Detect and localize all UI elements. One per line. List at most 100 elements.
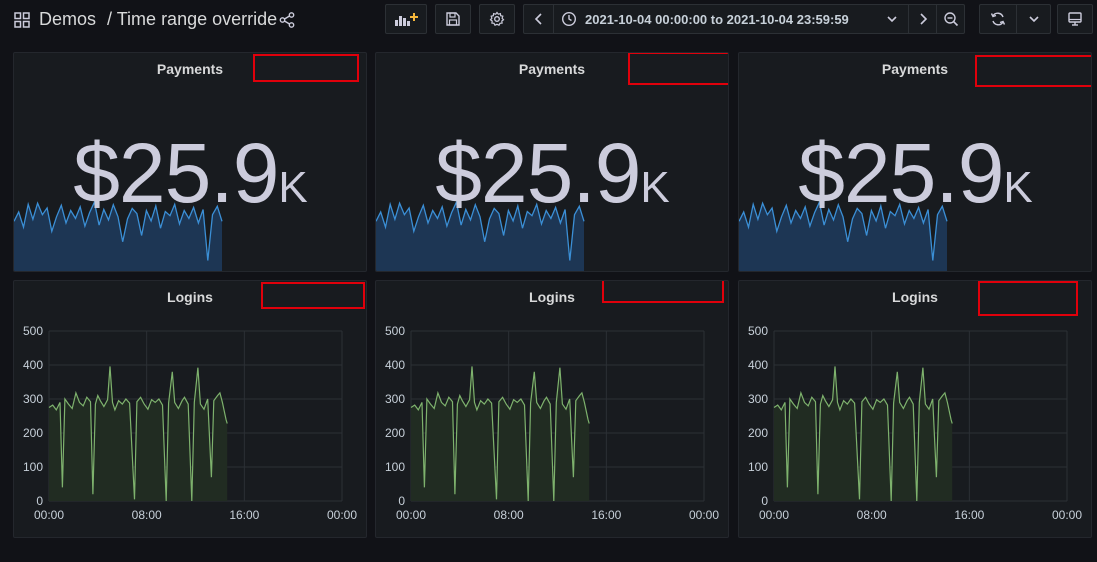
- y-tick-label: 400: [23, 358, 43, 372]
- dashboard-settings-button[interactable]: [479, 4, 515, 34]
- logins-timeseries-panel[interactable]: Logins 0 100 200 300 400 500 00:00 08:00 16:00 00…: [738, 280, 1092, 538]
- time-range-label[interactable]: 2021-10-04 00:00:00 to 2021-10-04 23:59:…: [585, 12, 849, 27]
- time-shift-forward-button[interactable]: [909, 5, 936, 33]
- zoom-out-icon: [943, 12, 958, 27]
- logins-timeseries-panel[interactable]: Logins 0 100 200 300 400 500 00:00 08:00 16:00 00…: [13, 280, 367, 538]
- annotation-box: [253, 54, 359, 82]
- y-tick-label: 100: [23, 460, 43, 474]
- payments-sparkline: [739, 200, 948, 271]
- stat-value: $25.9K: [14, 131, 366, 215]
- payments-stat-panel[interactable]: Payments $25.9K: [13, 52, 367, 272]
- panel-title[interactable]: Payments: [518, 61, 586, 77]
- add-panel-button[interactable]: [385, 4, 427, 34]
- x-tick-label: 00:00: [759, 508, 789, 522]
- panel-title[interactable]: Logins: [892, 289, 938, 305]
- refresh-button[interactable]: [980, 5, 1016, 33]
- sparkline-series-line: [14, 200, 223, 261]
- y-tick-label: 500: [385, 324, 405, 338]
- x-tick-label: 08:00: [132, 508, 162, 522]
- logins-chart: 0 100 200 300 400 500 00:00 08:00 16:00 00:00: [385, 324, 719, 522]
- payments-stat-panel[interactable]: Payments $25.9K: [375, 52, 729, 272]
- y-tick-label: 300: [748, 392, 768, 406]
- chevron-down-icon: [1029, 16, 1039, 23]
- breadcrumb-folder[interactable]: Demos: [39, 9, 97, 29]
- x-tick-label: 16:00: [229, 508, 259, 522]
- sparkline-series-line: [739, 200, 948, 261]
- stat-value-unit: K: [640, 163, 669, 212]
- panel-title[interactable]: Logins: [167, 289, 213, 305]
- payments-stat-panel[interactable]: Payments $25.9K: [738, 52, 1092, 272]
- x-tick-label: 00:00: [1052, 508, 1082, 522]
- panel-title[interactable]: Payments: [881, 61, 949, 77]
- y-tick-label: 300: [385, 392, 405, 406]
- logins-chart: 0 100 200 300 400 500 00:00 08:00 16:00 00:00: [748, 324, 1082, 522]
- annotation-box: [628, 53, 728, 85]
- monitor-icon: [1068, 12, 1082, 26]
- refresh-picker: [979, 4, 1051, 34]
- stat-value-number: $25.9: [798, 126, 1004, 220]
- y-tick-label: 0: [761, 494, 768, 508]
- time-shift-back-button[interactable]: [524, 5, 553, 33]
- tv-mode-button[interactable]: [1057, 4, 1093, 34]
- dashboard-navbar: Demos / Time range override: [0, 0, 1097, 42]
- chevron-down-icon[interactable]: [886, 14, 898, 24]
- sparkline-series-line: [376, 200, 585, 261]
- y-tick-label: 400: [748, 358, 768, 372]
- x-tick-label: 00:00: [689, 508, 719, 522]
- logins-chart: 0 100 200 300 400 500 00:00 08:00 16:00 00:00: [23, 324, 357, 522]
- x-tick-label: 16:00: [954, 508, 984, 522]
- add-panel-icon: [395, 13, 418, 26]
- x-tick-label: 08:00: [494, 508, 524, 522]
- series-line: [773, 366, 953, 502]
- chevron-left-icon: [534, 13, 542, 25]
- series-line: [48, 366, 228, 502]
- y-tick-label: 300: [23, 392, 43, 406]
- series-area: [49, 366, 228, 501]
- x-tick-label: 08:00: [857, 508, 887, 522]
- y-tick-label: 200: [23, 426, 43, 440]
- series-line: [410, 366, 590, 502]
- annotation-box: [975, 55, 1091, 87]
- annotation-box: [602, 281, 724, 303]
- breadcrumb: Demos / Time range override: [39, 9, 277, 30]
- x-tick-label: 00:00: [34, 508, 64, 522]
- share-icon[interactable]: [279, 12, 295, 28]
- logins-timeseries-panel[interactable]: Logins 0 100 200 300 400 500 00:00 08:00 16:00 00…: [375, 280, 729, 538]
- refresh-icon: [990, 12, 1006, 26]
- clock-icon: [561, 11, 577, 27]
- payments-sparkline: [14, 200, 223, 271]
- refresh-interval-dropdown[interactable]: [1017, 5, 1051, 33]
- sparkline-area: [14, 202, 222, 271]
- y-tick-label: 500: [748, 324, 768, 338]
- stat-value: $25.9K: [376, 131, 728, 215]
- breadcrumb-separator: /: [107, 9, 113, 29]
- y-tick-label: 400: [385, 358, 405, 372]
- panel-title[interactable]: Logins: [529, 289, 575, 305]
- save-icon: [446, 12, 460, 26]
- series-area: [774, 366, 953, 501]
- apps-icon[interactable]: [14, 12, 30, 28]
- series-area: [411, 366, 590, 501]
- sparkline-area: [376, 202, 584, 271]
- y-tick-label: 0: [36, 494, 43, 508]
- x-tick-label: 16:00: [591, 508, 621, 522]
- y-tick-label: 500: [23, 324, 43, 338]
- y-tick-label: 100: [748, 460, 768, 474]
- annotation-box: [261, 282, 365, 309]
- panel-title[interactable]: Payments: [156, 61, 224, 77]
- save-dashboard-button[interactable]: [435, 4, 471, 34]
- annotation-box: [978, 281, 1078, 316]
- payments-sparkline: [376, 200, 585, 271]
- stat-value-number: $25.9: [73, 126, 279, 220]
- time-picker: 2021-10-04 00:00:00 to 2021-10-04 23:59:…: [523, 4, 965, 34]
- y-tick-label: 200: [385, 426, 405, 440]
- y-tick-label: 200: [748, 426, 768, 440]
- zoom-out-button[interactable]: [937, 5, 964, 33]
- stat-value: $25.9K: [739, 131, 1091, 215]
- sparkline-area: [739, 202, 947, 271]
- x-tick-label: 00:00: [327, 508, 357, 522]
- stat-value-unit: K: [278, 163, 307, 212]
- dashboard-title[interactable]: Time range override: [116, 9, 278, 29]
- y-tick-label: 0: [398, 494, 405, 508]
- x-tick-label: 00:00: [396, 508, 426, 522]
